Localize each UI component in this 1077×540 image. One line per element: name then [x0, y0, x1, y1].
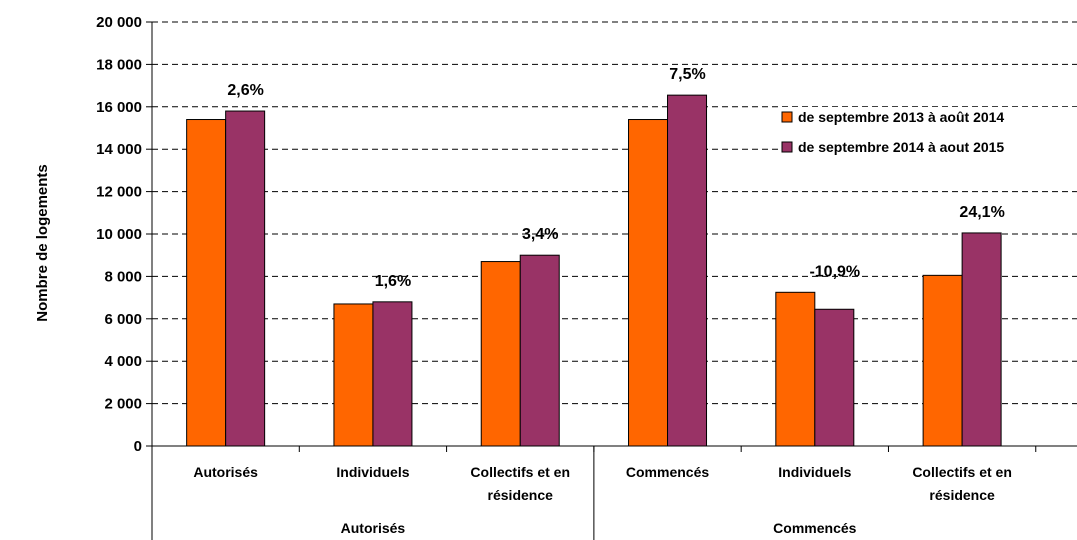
- bar: [372, 301, 413, 447]
- bar: [667, 94, 708, 447]
- bar: [225, 110, 266, 447]
- data-label: 24,1%: [959, 204, 1004, 221]
- bar: [480, 261, 521, 447]
- x-group-label: Commencés: [773, 520, 856, 536]
- x-category-label: Collectifs et en: [912, 464, 1012, 480]
- y-tick-label: 6 000: [104, 311, 142, 328]
- y-tick-label: 12 000: [96, 184, 142, 201]
- legend-label: de septembre 2013 à août 2014: [798, 109, 1004, 125]
- y-tick-label: 16 000: [96, 99, 142, 116]
- x-category-label: résidence: [929, 487, 995, 503]
- data-label: -10,9%: [809, 263, 860, 280]
- x-category-label: résidence: [488, 487, 554, 503]
- x-category-label: Collectifs et en: [470, 464, 570, 480]
- data-label: 2,6%: [227, 82, 263, 99]
- y-tick-label: 20 000: [96, 14, 142, 31]
- legend-label: de septembre 2014 à aout 2015: [798, 139, 1004, 155]
- bar: [519, 254, 560, 447]
- labels: 0 2 000 4 000 6 000 8 000 10 000 12 000 14 000 1…: [96, 14, 1012, 536]
- y-tick-label: 4 000: [104, 353, 142, 370]
- bar: [333, 303, 374, 447]
- x-category-label: Individuels: [336, 464, 409, 480]
- y-tick-label: 10 000: [96, 226, 142, 243]
- legend-swatch: [781, 111, 793, 123]
- x-category-label: Autorisés: [193, 464, 258, 480]
- gridlines: [152, 21, 1077, 405]
- bar: [186, 119, 227, 447]
- legend-swatch: [781, 141, 793, 153]
- y-tick-label: 2 000: [104, 396, 142, 413]
- x-category-label: Individuels: [778, 464, 851, 480]
- y-tick-label: 18 000: [96, 56, 142, 73]
- data-label: 3,4%: [522, 226, 558, 243]
- data-label: 1,6%: [375, 273, 411, 290]
- y-tick-label: 8 000: [104, 268, 142, 285]
- legend: de septembre 2013 à août 2014 de septembr…: [778, 107, 1077, 159]
- x-group-label: Autorisés: [341, 520, 406, 536]
- legend-background: [778, 107, 1077, 159]
- x-category-label: Commencés: [626, 464, 709, 480]
- bar: [922, 274, 963, 447]
- axes: [146, 21, 1077, 540]
- y-tick-label: 0: [134, 438, 142, 455]
- data-label: 7,5%: [669, 66, 705, 83]
- bar: [628, 119, 669, 447]
- y-axis-title: Nombre de logements: [34, 164, 51, 322]
- bar: [961, 232, 1002, 447]
- bar: [775, 291, 816, 447]
- y-tick-label: 14 000: [96, 141, 142, 158]
- bar: [814, 308, 855, 447]
